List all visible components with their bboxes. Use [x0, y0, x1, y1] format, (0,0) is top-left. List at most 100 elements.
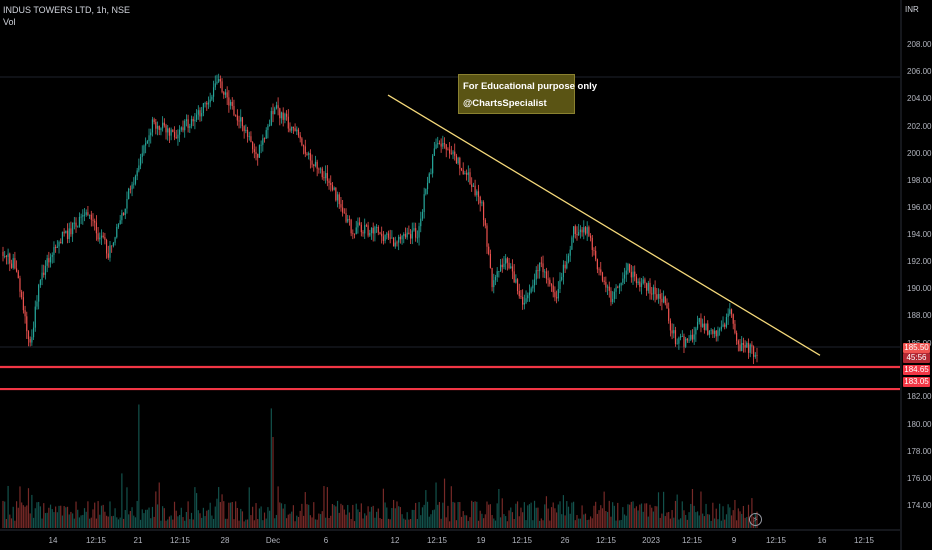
volume-bar [506, 521, 508, 528]
candle [567, 255, 570, 262]
volume-bar [131, 507, 133, 528]
lightning-icon[interactable]: ⚡ [749, 513, 762, 526]
candle [282, 112, 284, 120]
volume-label[interactable]: Vol [3, 17, 16, 27]
time-tick-label: 12 [390, 536, 400, 545]
volume-bar [296, 515, 298, 528]
volume-bar [430, 514, 432, 528]
candle [116, 226, 118, 238]
candle [34, 306, 36, 328]
volume-bar [146, 509, 148, 528]
candle [131, 184, 133, 190]
volume-bar [739, 511, 741, 528]
volume-bar [449, 521, 451, 528]
candle [78, 216, 81, 227]
volume-bar [272, 437, 274, 528]
candle [554, 292, 556, 298]
volume-bar [732, 510, 734, 528]
volume-bar [729, 507, 731, 528]
annotation-line-1: For Educational purpose only [463, 81, 598, 92]
volume-bar [282, 508, 284, 528]
candle [75, 222, 77, 227]
candle [5, 255, 7, 257]
volume-bar [557, 504, 559, 528]
volume-bar [708, 514, 711, 528]
price-tick-label: 176.00 [907, 474, 932, 483]
candle [547, 278, 549, 280]
candle [462, 170, 464, 175]
candle [617, 287, 619, 289]
volume-bar [350, 518, 352, 528]
candle [177, 134, 179, 139]
candle [573, 226, 575, 238]
volume-bar [494, 520, 497, 528]
volume-bar [19, 486, 21, 528]
time-tick-label: 12:15 [681, 536, 703, 545]
candle [666, 303, 668, 309]
volume-bar [387, 518, 390, 528]
volume-bar [742, 505, 745, 528]
symbol-title[interactable]: INDUS TOWERS LTD, 1h, NSE [3, 5, 131, 15]
volume-bar [362, 518, 364, 528]
volume-bar [737, 508, 739, 528]
candle [314, 161, 317, 166]
volume-bar [194, 487, 196, 528]
candle [394, 242, 396, 247]
candle [496, 271, 498, 277]
price-tick-label: 206.00 [907, 67, 932, 76]
volume-bar [139, 519, 142, 528]
volume-bar [549, 520, 551, 528]
volume-bar [275, 514, 278, 528]
volume-bar [710, 520, 712, 528]
candle [43, 272, 45, 275]
volume-bar [503, 514, 505, 528]
volume-bar [657, 492, 660, 528]
volume-bar [466, 515, 468, 528]
volume-bar [204, 516, 206, 528]
annotation-note[interactable]: For Educational purpose only @ChartsSpec… [458, 74, 598, 114]
candle [369, 233, 371, 236]
candle [433, 148, 435, 156]
candle [275, 105, 278, 109]
candle [391, 237, 393, 239]
volume-bar [185, 511, 187, 528]
candle [119, 220, 121, 225]
volume-bar [87, 501, 89, 528]
volume-bar [325, 517, 327, 528]
candle [742, 342, 745, 345]
volume-bar [725, 514, 728, 528]
candle [620, 282, 622, 286]
candle [192, 119, 194, 122]
volume-bar [442, 502, 444, 528]
candle [313, 164, 315, 166]
candle [596, 259, 598, 270]
candle [479, 196, 481, 204]
trendline [387, 94, 821, 356]
volume-bar [600, 505, 602, 528]
volume-bar [679, 518, 682, 528]
candle [109, 245, 111, 258]
volume-bar [355, 503, 357, 528]
candle [185, 119, 187, 121]
volume-bar [134, 517, 137, 528]
volume-bar [691, 489, 694, 528]
candle [544, 271, 546, 273]
candle [335, 187, 337, 201]
volume-bar [143, 513, 145, 528]
volume-bar [7, 485, 9, 528]
candle [423, 194, 425, 213]
candle [569, 249, 571, 256]
candle [376, 226, 378, 228]
volume-bar [17, 507, 19, 528]
candle [438, 143, 441, 144]
volume-bar [610, 516, 612, 528]
volume-bar [618, 520, 621, 528]
volume-bar [727, 504, 729, 528]
volume-bar [138, 404, 140, 528]
volume-bar [391, 508, 393, 528]
candle [618, 285, 621, 288]
volume-bar [545, 496, 548, 528]
candle [493, 280, 495, 288]
volume-bar [314, 519, 317, 528]
